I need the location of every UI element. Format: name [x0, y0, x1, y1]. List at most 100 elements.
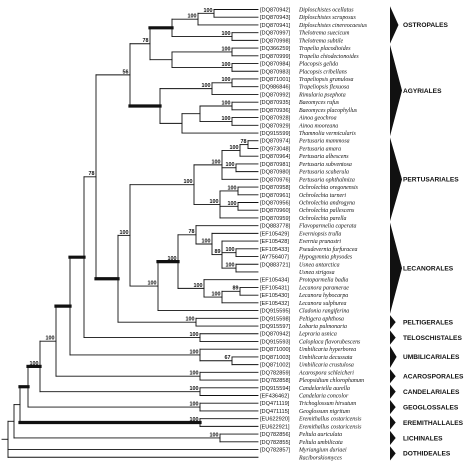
taxon-species: Candelariella aurella — [299, 386, 350, 392]
order-name: GEOGLOSSALES — [403, 404, 459, 411]
bootstrap-value: 100 — [190, 332, 199, 338]
taxon-accession: [DQ883721] — [260, 262, 291, 268]
order-name: UMBILICARIALES — [403, 354, 460, 361]
taxon-accession: [EF105434] — [260, 278, 289, 284]
taxon-species: Lecanora paramerae — [298, 285, 349, 291]
taxon-species: Diploschistes ocellatus — [298, 8, 354, 14]
order-labels: OSTROPALES AGYRIALES PERTUSARIALES LECANORA… — [390, 6, 464, 461]
order-name: OSTROPALES — [403, 22, 449, 29]
bootstrap-value: 100 — [184, 179, 193, 185]
taxon-labels: [DQ870942] Diploschistes ocellatus [DQ8709… — [260, 8, 368, 462]
taxon-accession: [DQ782855] — [260, 440, 291, 446]
bootstrap-value: 100 — [204, 8, 213, 14]
taxon-accession: [EF105428] — [260, 239, 289, 245]
bootstrap-value: 100 — [212, 159, 221, 165]
bootstrap-value: 100 — [190, 386, 199, 392]
taxon-species: Pertusaria mammosa — [298, 139, 350, 145]
taxon-species: Peltula umbilicata — [298, 440, 343, 446]
taxon-accession: [DQ986846] — [260, 85, 291, 91]
order-name: LICHINALES — [403, 435, 443, 442]
taxon-species: Myriangium duriaei — [298, 448, 347, 454]
taxon-accession: [DQ915595] — [260, 309, 291, 315]
taxon-accession: [DQ782858] — [260, 378, 291, 384]
bootstrap-value: 100 — [222, 46, 231, 52]
bootstrap-value: 100 — [30, 361, 39, 367]
order-bracket — [390, 384, 396, 399]
taxon-species: Ochrolechia oregonensis — [299, 185, 359, 191]
taxon-species: Umbilicaria hyperborea — [299, 347, 356, 353]
taxon-species: Raciborskiomyces — [298, 455, 343, 461]
taxon-species: Hypogymnia physodes — [298, 255, 353, 261]
taxon-species: Trapelia chiodectonoides — [299, 54, 359, 60]
bootstrap-value: 67 — [225, 355, 231, 361]
taxon-species: Pertusaria subventosa — [298, 162, 352, 168]
taxon-species: Trapeliopsis flexuosa — [299, 84, 349, 91]
bootstrap-values: 1001001001001007810010010010056781001001… — [30, 8, 247, 439]
order-bracket — [390, 400, 396, 415]
taxon-accession: [DQ870936] — [260, 108, 291, 114]
bootstrap-value: 100 — [46, 336, 55, 342]
taxon-species: Cladonia rangiferina — [299, 308, 349, 315]
taxon-species: Diploschistes scruposus — [298, 15, 356, 21]
taxon-accession: [DQ782859] — [260, 370, 291, 376]
taxon-species: Thelotrema subtile — [299, 38, 344, 44]
taxon-species: Pertusaria amara — [298, 146, 341, 152]
order-name: AGYRIALES — [403, 88, 442, 95]
order-name: LECANORALES — [403, 265, 454, 272]
order-bracket — [390, 446, 396, 461]
taxon-species: Eremithallus costaricensis — [298, 417, 362, 423]
taxon-species: Geoglossum nigritum — [299, 409, 350, 415]
taxon-species: Pertusaria scaberula — [298, 170, 349, 176]
bootstrap-value: 100 — [226, 263, 235, 269]
taxon-species: Evernia prunastri — [298, 239, 341, 245]
bootstrap-value: 100 — [202, 238, 211, 244]
order-name: PERTUSARIALES — [403, 177, 459, 184]
taxon-accession: [DQ883778] — [260, 224, 291, 230]
taxon-species: Baeomyces placophyllus — [299, 108, 358, 114]
taxon-species: Everniopsis trulla — [298, 231, 341, 237]
taxon-species: Flavoparmelia caperata — [298, 224, 356, 230]
taxon-accession: [AY756407] — [260, 255, 289, 261]
taxon-accession: [EF105431] — [260, 285, 289, 291]
taxon-accession: [EU622920] — [260, 417, 290, 423]
bootstrap-value: 100 — [210, 432, 219, 438]
taxon-accession: [DQ915599] — [260, 131, 291, 137]
order-bracket — [390, 369, 396, 384]
order-bracket — [390, 44, 402, 137]
taxon-accession: [DQ870983] — [260, 69, 291, 75]
bootstrap-value: 100 — [190, 417, 199, 423]
taxon-species: Lepraria usnica — [298, 332, 337, 338]
taxon-accession: [DQ870956] — [260, 201, 291, 207]
order-bracket — [390, 430, 396, 446]
taxon-species: Thelotrema suecicum — [299, 31, 349, 37]
bootstrap-value: 100 — [222, 100, 231, 106]
taxon-species: Caloplaca flavorubescens — [299, 338, 361, 345]
bootstrap-value: 100 — [168, 256, 177, 262]
taxon-accession: [DQ871003] — [260, 355, 291, 361]
bootstrap-value: 100 — [194, 283, 203, 289]
taxon-accession: [DQ366259] — [260, 46, 291, 52]
order-name: CANDELARIALES — [403, 389, 460, 396]
taxon-accession: [EF105433] — [260, 247, 289, 253]
tree-branches — [1, 9, 259, 458]
bootstrap-value: 100 — [222, 31, 231, 37]
bootstrap-value: 100 — [230, 145, 239, 151]
order-bracket — [390, 137, 402, 222]
taxon-accession: [DQ870960] — [260, 208, 291, 214]
bootstrap-value: 100 — [228, 185, 237, 191]
taxon-species: Acarospora schleicheri — [298, 370, 354, 376]
taxon-species: Rimularia psephota — [298, 92, 346, 98]
bootstrap-value: 100 — [148, 280, 157, 286]
taxon-species: Trapelia placodioides — [299, 46, 351, 52]
bootstrap-value: 100 — [226, 162, 235, 168]
taxon-accession: [DQ915593] — [260, 339, 291, 345]
taxon-accession: [DQ870980] — [260, 170, 291, 176]
bootstrap-value: 100 — [120, 230, 129, 236]
taxon-species: Lecanora hybocarpa — [298, 293, 348, 299]
bootstrap-value: 100 — [190, 371, 199, 377]
taxon-accession: [DQ870959] — [260, 216, 291, 222]
taxon-species: Placopsis cribellans — [298, 69, 348, 75]
taxon-accession: [DQ870998] — [260, 38, 291, 44]
taxon-accession: [DQ870928] — [260, 116, 291, 122]
